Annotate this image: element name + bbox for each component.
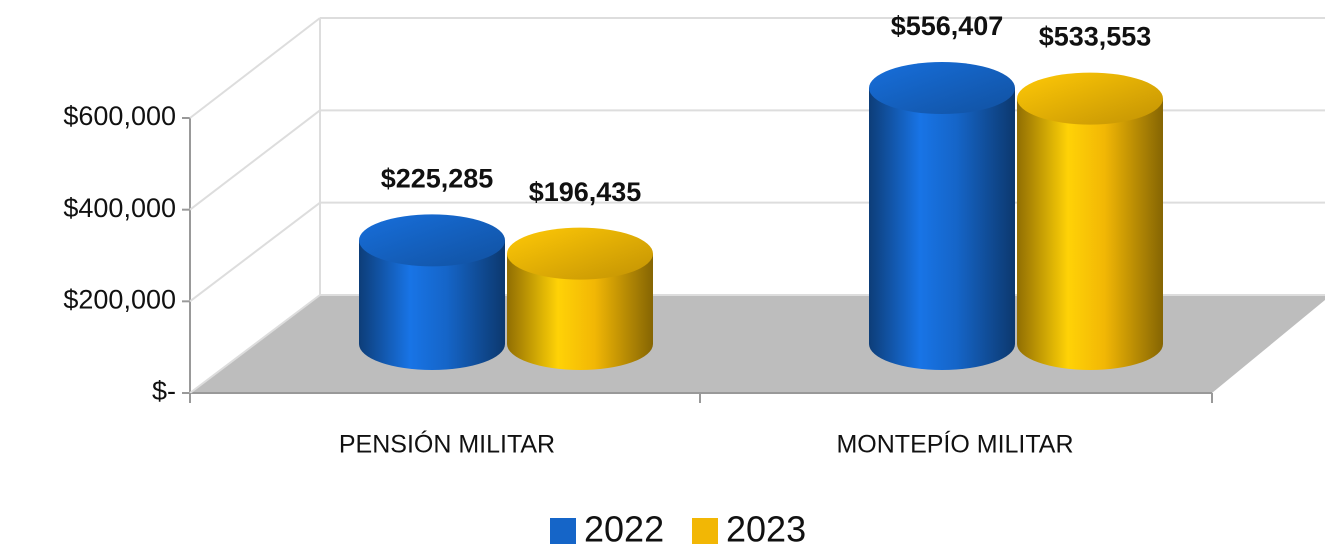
bar-top — [869, 62, 1015, 115]
bar — [507, 253, 653, 370]
legend-label: 2023 — [726, 509, 806, 550]
bar-top — [507, 227, 653, 280]
value-label: $533,553 — [1039, 22, 1152, 52]
value-label: $556,407 — [891, 11, 1004, 41]
bar-top — [1017, 72, 1163, 125]
bar — [1017, 98, 1163, 371]
x-tick-label: MONTEPÍO MILITAR — [836, 430, 1073, 459]
legend-swatch — [692, 518, 718, 544]
bar — [359, 240, 505, 370]
value-label: $225,285 — [381, 163, 494, 193]
legend-swatch — [550, 518, 576, 544]
grid-line — [189, 201, 321, 303]
grid-line — [189, 17, 321, 119]
x-tick-label: PENSIÓN MILITAR — [339, 430, 555, 459]
y-tick-label: $600,000 — [63, 101, 176, 131]
bar — [869, 88, 1015, 370]
grid-line — [189, 109, 321, 211]
y-tick-label: $400,000 — [63, 193, 176, 223]
bar-top — [359, 214, 505, 267]
y-tick-label: $- — [152, 376, 176, 406]
value-label: $196,435 — [529, 177, 642, 207]
legend-label: 2022 — [584, 509, 664, 550]
y-tick-label: $200,000 — [63, 284, 176, 314]
grid-line — [189, 294, 321, 394]
